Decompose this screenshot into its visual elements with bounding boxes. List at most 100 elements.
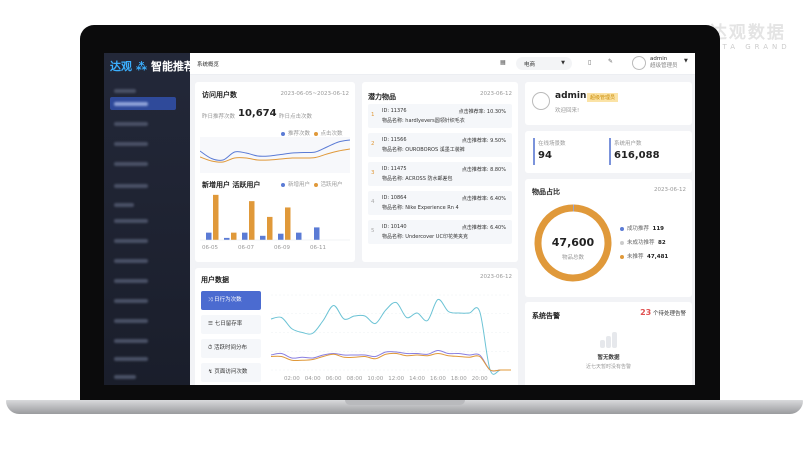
sidebar-item[interactable] bbox=[114, 339, 148, 343]
tab-active-time[interactable]: ⏱ 活跃时间分布 bbox=[201, 339, 261, 358]
potential-date: 2023-06-12 bbox=[480, 91, 512, 97]
user-avatar[interactable] bbox=[632, 56, 646, 70]
legend-dot bbox=[313, 131, 318, 136]
user-menu-chevron-icon[interactable]: ▼ bbox=[684, 58, 688, 64]
item-rate: 点击推荐率: 9.50% bbox=[462, 137, 506, 144]
sidebar-item[interactable] bbox=[114, 184, 148, 188]
watermark-brand: 达观数据 bbox=[709, 23, 786, 43]
sidebar-item[interactable] bbox=[114, 319, 148, 323]
document-icon[interactable]: ▯ bbox=[588, 59, 592, 66]
logo-brand: 达观 bbox=[110, 60, 132, 73]
rank: 5 bbox=[371, 228, 375, 234]
bar-06-05 bbox=[206, 232, 212, 240]
x-tick: 14:00 bbox=[409, 376, 425, 382]
sidebar-item[interactable] bbox=[114, 299, 148, 303]
sidebar-group-label bbox=[114, 203, 134, 207]
screen: 达观 ⁂ 智能推荐 系统概览 ▦ 电商 ▼ ▯ ✎ admin 超级管理员 ▼ 访问… bbox=[104, 53, 695, 385]
sidebar-item[interactable] bbox=[114, 357, 148, 361]
legend-label: 未推荐 bbox=[627, 254, 644, 260]
tab-retention[interactable]: ☰ 七日留存率 bbox=[201, 315, 261, 334]
potential-item[interactable]: 4 ID: 10864 点击推荐率: 6.40% 物品名称: Nike Expe… bbox=[368, 191, 512, 215]
sidebar: 达观 ⁂ 智能推荐 bbox=[104, 53, 195, 385]
sidebar-item[interactable] bbox=[114, 162, 148, 166]
rate-label: 点击推荐率: bbox=[461, 167, 489, 173]
x-tick: 06-09 bbox=[274, 245, 290, 251]
legend-click: 点击次数 bbox=[320, 131, 343, 137]
tab-daily-actions[interactable]: ⤨ 日行为次数 bbox=[201, 291, 261, 310]
name-label: 物品名称: bbox=[382, 118, 404, 124]
sidebar-item[interactable] bbox=[114, 219, 148, 223]
legend-label: 成功推荐 bbox=[627, 226, 650, 232]
name-value: hardlyevers圆领针织毛衣 bbox=[405, 118, 465, 124]
user-menu[interactable]: admin 超级管理员 bbox=[650, 56, 678, 70]
greeting: 欢迎回来! bbox=[555, 108, 580, 114]
rate-value: 6.40% bbox=[490, 225, 506, 231]
item-name: 物品名称: ACROSS 防水邮差包 bbox=[382, 175, 452, 182]
potential-title: 潜力物品 bbox=[368, 93, 396, 101]
bar-06-10 bbox=[296, 232, 302, 240]
bar-06-05 bbox=[213, 194, 219, 240]
legend-rec: 推荐次数 bbox=[288, 131, 311, 137]
bar-06-08 bbox=[260, 235, 266, 240]
x-tick: 08:00 bbox=[347, 376, 363, 382]
profile-avatar bbox=[532, 92, 550, 110]
x-tick: 06-11 bbox=[310, 245, 326, 251]
userdata-title: 用户数据 bbox=[201, 276, 229, 284]
legend-label: 未成功推荐 bbox=[627, 240, 655, 246]
tab-page-visits[interactable]: ↯ 页面访问次数 bbox=[201, 363, 261, 382]
alerts-count[interactable]: 23 个待处理告警 bbox=[640, 308, 686, 317]
sidebar-item[interactable] bbox=[114, 239, 148, 243]
name-value: Nike Experience Rn 4 bbox=[405, 205, 459, 211]
x-tick: 06:00 bbox=[326, 376, 342, 382]
share-total-label: 物品总数 bbox=[561, 255, 584, 261]
role-badge: 超级管理员 bbox=[587, 93, 619, 102]
legend-dot bbox=[281, 182, 285, 187]
sidebar-item[interactable] bbox=[114, 279, 148, 283]
userdata-date: 2023-06-12 bbox=[480, 274, 512, 280]
share-title: 物品占比 bbox=[532, 188, 560, 196]
rate-value: 9.50% bbox=[490, 138, 506, 144]
sidebar-item[interactable] bbox=[114, 122, 148, 126]
share-legend-item: 未成功推荐 82 bbox=[620, 238, 666, 246]
user-data-card: 用户数据 2023-06-12 ⤨ 日行为次数 ☰ 七日留存率 ⏱ 活跃时间分布… bbox=[195, 268, 518, 385]
potential-item[interactable]: 1 ID: 11376 点击推荐率: 10.30% 物品名称: hardlyev… bbox=[368, 104, 512, 128]
user-data-line-chart: 02:00 04:00 06:00 08:00 10:00 12:00 14:00 16:00… bbox=[270, 294, 511, 382]
item-id: ID: 10864 bbox=[382, 195, 407, 201]
legend-dot bbox=[620, 226, 624, 231]
potential-item[interactable]: 5 ID: 10140 点击推荐率: 6.40% 物品名称: Undercove… bbox=[368, 220, 512, 244]
trend-icon: ↯ bbox=[208, 369, 215, 375]
profile-card: admin 超级管理员 欢迎回来! bbox=[525, 82, 692, 125]
industry-select[interactable]: 电商 ▼ bbox=[516, 57, 572, 70]
yesterday-rec-label: 昨日推荐次数 bbox=[202, 114, 236, 120]
breadcrumb: 系统概览 bbox=[197, 62, 220, 68]
item-name: 物品名称: hardlyevers圆领针织毛衣 bbox=[382, 117, 465, 124]
grid-icon[interactable]: ▦ bbox=[500, 59, 506, 66]
stats-card: 在线场景数 94 系统用户数 616,088 bbox=[525, 131, 692, 173]
sidebar-item[interactable] bbox=[114, 259, 148, 263]
bars-icon: ☰ bbox=[208, 321, 215, 327]
empty-subtitle: 近七天暂时没有告警 bbox=[585, 364, 631, 370]
bar-06-07 bbox=[249, 201, 255, 240]
bar-06-09 bbox=[278, 233, 284, 240]
slice-未推荐 bbox=[534, 204, 612, 282]
industry-select-value: 电商 bbox=[524, 62, 536, 68]
user-name: admin bbox=[650, 56, 668, 62]
x-tick: 18:00 bbox=[451, 376, 467, 382]
item-id: ID: 11566 bbox=[382, 137, 407, 143]
sidebar-item[interactable] bbox=[114, 142, 148, 146]
yesterday-click-label: 昨日点击次数 bbox=[279, 114, 313, 120]
item-share-card: 物品占比 2023-06-12 47,600 物品总数 成功推荐 119 未成功推… bbox=[525, 179, 692, 297]
tab-label: 日行为次数 bbox=[214, 297, 242, 303]
potential-item[interactable]: 3 ID: 11475 点击推荐率: 8.80% 物品名称: ACROSS 防水… bbox=[368, 162, 512, 186]
alerts-card: 系统告警 23 个待处理告警 暂无数据 近七天暂时没有告警 bbox=[525, 302, 692, 385]
share-total: 47,600 bbox=[551, 236, 595, 249]
chevron-down-icon: ▼ bbox=[561, 60, 565, 66]
rate-value: 8.80% bbox=[490, 167, 506, 173]
potential-item[interactable]: 2 ID: 11566 点击推荐率: 9.50% 物品名称: OUROBOROS… bbox=[368, 133, 512, 157]
share-legend-item: 成功推荐 119 bbox=[620, 224, 664, 232]
series-line bbox=[270, 298, 511, 375]
edit-icon[interactable]: ✎ bbox=[608, 58, 614, 65]
bar-06-07 bbox=[242, 232, 248, 240]
name-label: 物品名称: bbox=[382, 147, 404, 153]
alerts-title: 系统告警 bbox=[532, 312, 560, 320]
